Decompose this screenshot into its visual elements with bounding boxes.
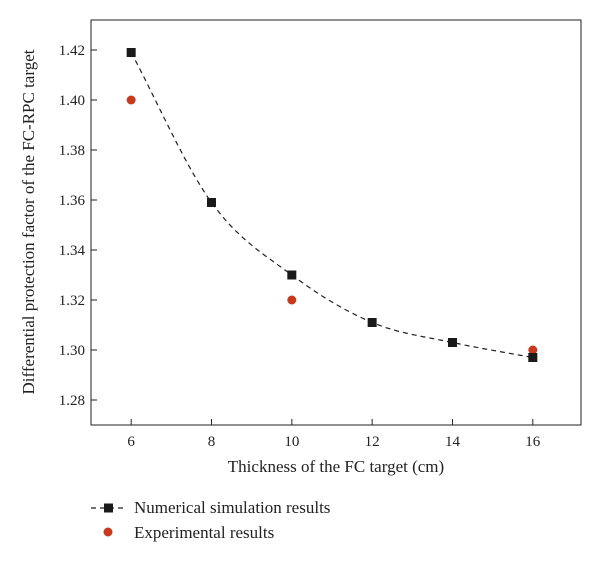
legend-simulation-symbol (91, 503, 126, 513)
x-tick-label: 8 (208, 434, 216, 450)
experimental-point (528, 345, 538, 355)
simulation-fit-curve (130, 52, 533, 359)
y-axis-label: Differential protection factor of the FC… (19, 49, 38, 394)
y-tick-label: 1.30 (59, 343, 85, 359)
simulation-point (206, 198, 216, 207)
simulation-point (367, 318, 377, 327)
y-tick-label: 1.40 (59, 93, 85, 109)
experimental-point (287, 295, 297, 305)
legend-circle-marker (103, 527, 113, 537)
legend-label-simulation: Numerical simulation results (134, 498, 330, 517)
y-tick-label: 1.42 (59, 43, 85, 59)
plot-frame (90, 19, 582, 426)
simulation-point (126, 48, 136, 57)
axis-ticks: 6 8 10 12 14 16 1.28 1.30 1.32 1.34 1.36 1.38 1.40 1.… (59, 43, 541, 450)
legend: Numerical simulation results Experimenta… (91, 498, 330, 542)
x-axis-label: Thickness of the FC target (cm) (228, 457, 444, 476)
legend-experimental-symbol (103, 527, 113, 537)
simulation-point (287, 270, 297, 280)
legend-square-marker (104, 503, 113, 513)
legend-label-experimental: Experimental results (134, 523, 274, 542)
fit-curve-layer (130, 52, 533, 359)
y-tick-label: 1.38 (59, 143, 85, 159)
x-tick-label: 6 (127, 434, 135, 450)
x-tick-label: 12 (365, 434, 380, 450)
simulation-point (447, 338, 457, 347)
x-tick-label: 14 (445, 434, 461, 450)
simulation-point (528, 353, 538, 362)
x-tick-label: 16 (525, 434, 541, 450)
y-tick-label: 1.28 (59, 393, 85, 409)
experimental-point (126, 95, 136, 105)
y-tick-label: 1.34 (59, 243, 86, 259)
y-tick-label: 1.36 (59, 193, 86, 209)
data-marks (126, 48, 538, 362)
x-tick-label: 10 (284, 434, 299, 450)
y-tick-label: 1.32 (59, 293, 85, 309)
